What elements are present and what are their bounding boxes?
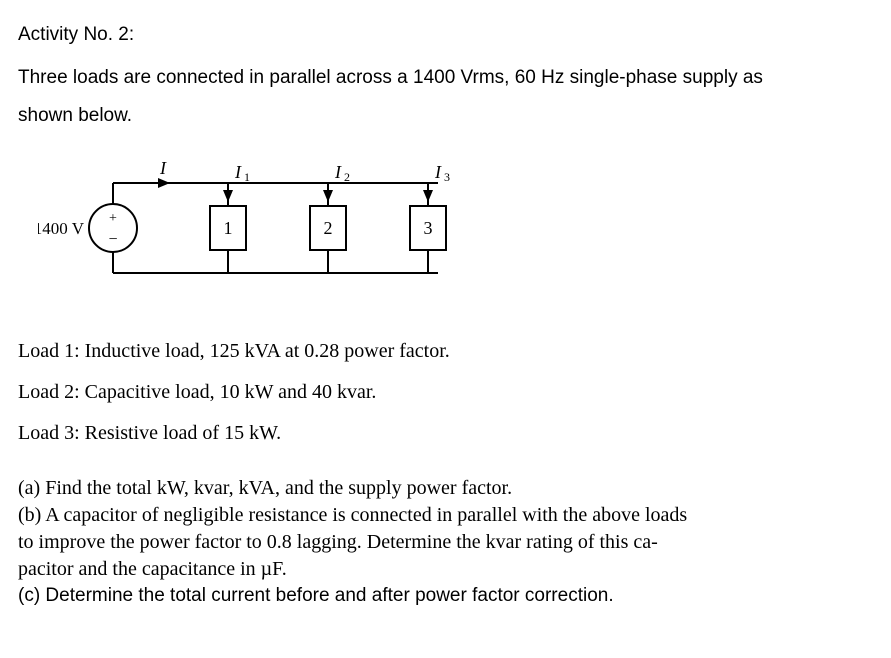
question-c: (c) Determine the total current before a…: [18, 583, 873, 609]
current-main: I: [159, 158, 167, 178]
question-a: (a) Find the total kW, kvar, kVA, and th…: [18, 475, 873, 502]
intro-line-1: Three loads are connected in parallel ac…: [18, 63, 873, 92]
source-plus: +: [109, 211, 117, 226]
box-3: 3: [424, 218, 433, 238]
load-1-desc: Load 1: Inductive load, 125 kVA at 0.28 …: [18, 336, 873, 367]
question-b-line2: to improve the power factor to 0.8 laggi…: [18, 529, 873, 556]
load-descriptions: Load 1: Inductive load, 125 kVA at 0.28 …: [18, 336, 873, 449]
box-2: 2: [324, 218, 333, 238]
current-i2-sub: 2: [344, 170, 350, 184]
current-i2: I: [334, 162, 342, 182]
question-b-line1: (b) A capacitor of negligible resistance…: [18, 502, 873, 529]
current-i1: I: [234, 162, 242, 182]
source-minus: −: [108, 231, 117, 248]
current-i3-sub: 3: [444, 170, 450, 184]
circuit-svg: + − 1400 V I 1 I 1 2 I 2 3 I 3: [38, 148, 478, 298]
load-2-desc: Load 2: Capacitive load, 10 kW and 40 kv…: [18, 377, 873, 408]
question-b-line3: pacitor and the capacitance in µF.: [18, 556, 873, 583]
circuit-diagram: + − 1400 V I 1 I 1 2 I 2 3 I 3: [38, 148, 873, 307]
current-i1-sub: 1: [244, 170, 250, 184]
activity-title: Activity No. 2:: [18, 20, 873, 49]
questions-block: (a) Find the total kW, kvar, kVA, and th…: [18, 475, 873, 609]
intro-line-2: shown below.: [18, 101, 873, 130]
current-i3: I: [434, 162, 442, 182]
source-label: 1400 V: [38, 219, 85, 238]
box-1: 1: [224, 218, 233, 238]
load-3-desc: Load 3: Resistive load of 15 kW.: [18, 418, 873, 449]
